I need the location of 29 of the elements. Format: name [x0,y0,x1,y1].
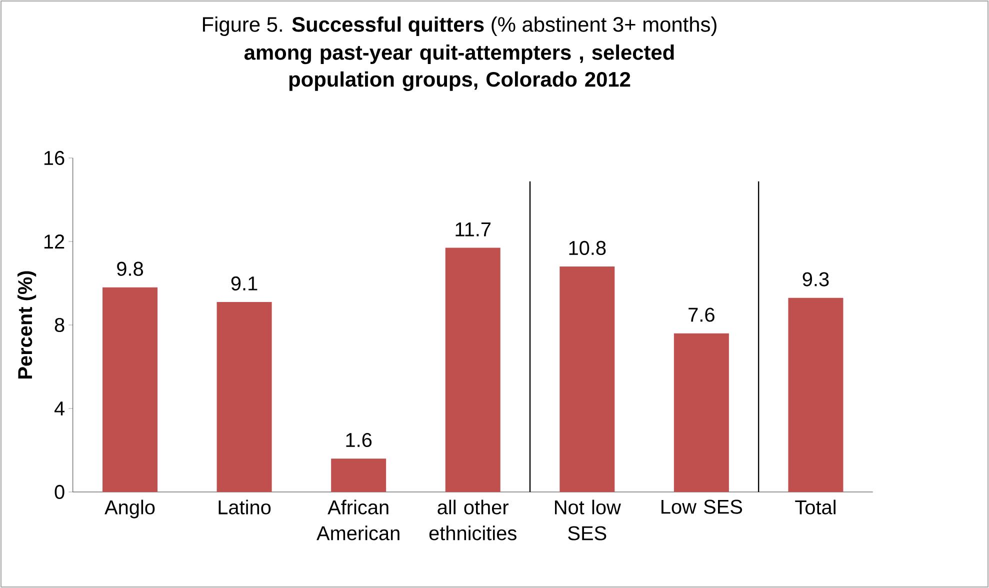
data-label: 9.1 [231,276,258,290]
y-tick-label: 8 [54,318,64,332]
data-label: 9.3 [802,272,829,286]
y-tick-label: 16 [44,150,64,166]
data-label: 1.6 [346,432,372,448]
bar [445,248,500,492]
data-label: 7.6 [688,308,714,322]
data-label: 10.8 [569,240,606,256]
data-label: 11.7 [456,222,491,236]
bar [331,458,386,492]
bar [674,333,729,492]
x-tick-label: Latino [218,500,271,514]
chart-subtitle: among past-year quit-attempters , selected population groups, Colorado 2012 [244,44,674,92]
x-tick-label: Not low SES [555,500,621,540]
x-tick-label: all other ethnicities [429,500,516,540]
y-tick-label: 12 [44,234,64,248]
bar [102,287,158,492]
y-tick-label: 0 [54,484,64,500]
y-tick-label: 4 [54,402,65,416]
x-tick-label: Total [795,500,836,514]
y-axis-title: Percent (%) [18,271,36,378]
x-tick-label: Anglo [104,500,155,518]
data-label: 9.8 [117,262,143,276]
bar [560,266,615,492]
x-tick-label: African American [316,500,400,540]
bar [788,298,844,492]
x-tick-label: Low SES [662,500,742,514]
bar [216,302,272,492]
chart-title: Figure 5. Successful quitters (% abstinent 3+ months) [202,16,716,36]
